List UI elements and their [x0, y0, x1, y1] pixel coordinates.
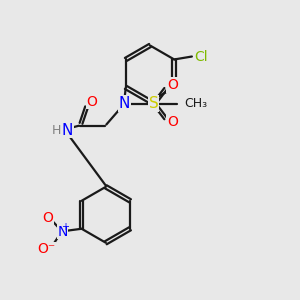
Text: O: O [42, 211, 53, 225]
Text: H: H [52, 124, 61, 136]
Text: Cl: Cl [194, 50, 208, 64]
Text: N: N [118, 96, 130, 111]
Text: N: N [57, 225, 68, 239]
Text: N: N [62, 123, 73, 138]
Text: O: O [167, 115, 178, 129]
Text: O: O [86, 94, 98, 109]
Text: O: O [167, 78, 178, 92]
Text: CH₃: CH₃ [185, 97, 208, 110]
Text: +: + [61, 222, 69, 232]
Text: O⁻: O⁻ [37, 242, 55, 256]
Text: S: S [149, 96, 159, 111]
